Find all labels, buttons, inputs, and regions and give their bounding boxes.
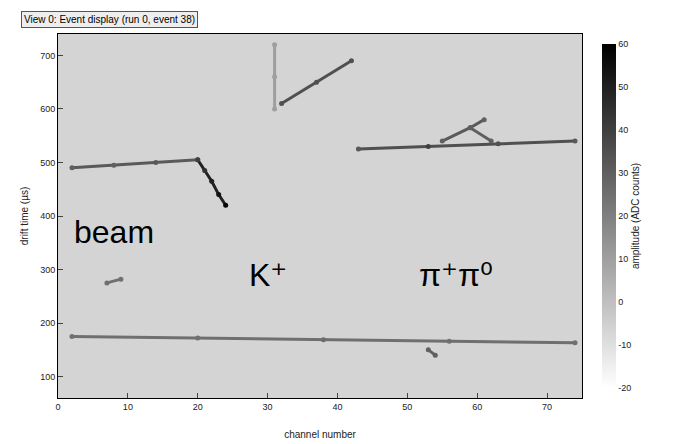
svg-text:400: 400 xyxy=(40,211,55,221)
svg-text:40: 40 xyxy=(332,402,342,412)
svg-text:200: 200 xyxy=(40,318,55,328)
svg-text:40: 40 xyxy=(618,125,628,135)
svg-text:20: 20 xyxy=(618,211,628,221)
svg-text:700: 700 xyxy=(40,51,55,61)
svg-text:300: 300 xyxy=(40,265,55,275)
svg-text:beam: beam xyxy=(74,214,154,250)
svg-text:View 0: Event display (run 0,: View 0: Event display (run 0, event 38) xyxy=(24,14,195,25)
svg-text:500: 500 xyxy=(40,158,55,168)
svg-text:drift time (µs): drift time (µs) xyxy=(19,187,30,246)
svg-text:-20: -20 xyxy=(618,383,631,393)
svg-text:channel number: channel number xyxy=(284,429,356,440)
svg-text:10: 10 xyxy=(123,402,133,412)
svg-text:50: 50 xyxy=(618,82,628,92)
svg-text:20: 20 xyxy=(193,402,203,412)
svg-text:60: 60 xyxy=(618,39,628,49)
svg-text:10: 10 xyxy=(618,254,628,264)
svg-text:π⁺π⁰: π⁺π⁰ xyxy=(419,257,493,293)
svg-text:30: 30 xyxy=(618,168,628,178)
svg-text:30: 30 xyxy=(263,402,273,412)
svg-text:amplitude (ADC counts): amplitude (ADC counts) xyxy=(630,163,641,269)
svg-text:50: 50 xyxy=(402,402,412,412)
svg-text:70: 70 xyxy=(542,402,552,412)
svg-text:60: 60 xyxy=(472,402,482,412)
svg-text:K⁺: K⁺ xyxy=(249,257,287,293)
svg-text:600: 600 xyxy=(40,104,55,114)
svg-text:0: 0 xyxy=(55,402,60,412)
svg-text:-10: -10 xyxy=(618,340,631,350)
svg-text:0: 0 xyxy=(618,297,623,307)
svg-text:100: 100 xyxy=(40,372,55,382)
